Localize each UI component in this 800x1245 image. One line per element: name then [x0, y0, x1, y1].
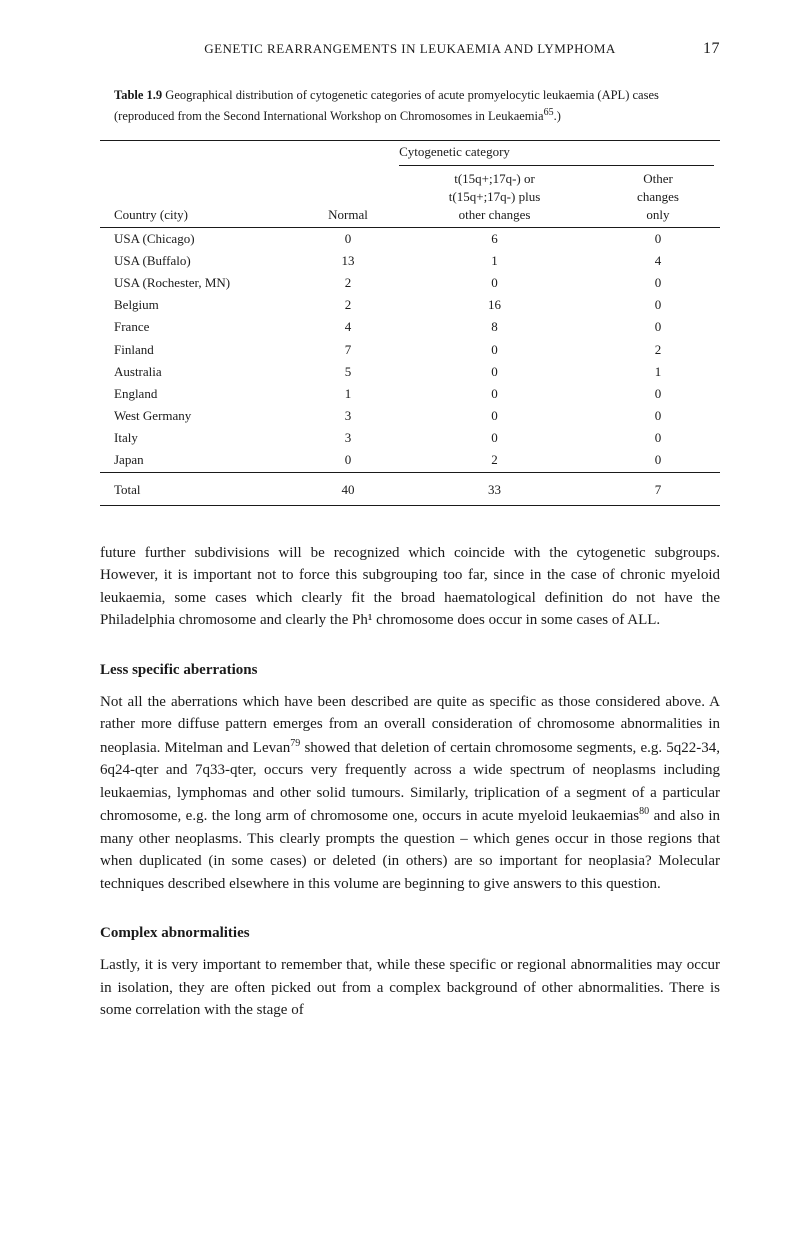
table-row: Italy300 — [100, 427, 720, 449]
table-row: Finland702 — [100, 339, 720, 361]
page-header: GENETIC REARRANGEMENTS IN LEUKAEMIA AND … — [100, 40, 720, 58]
paragraph-1: future further subdivisions will be reco… — [100, 542, 720, 632]
table-row: England100 — [100, 383, 720, 405]
paragraph-2: Not all the aberrations which have been … — [100, 691, 720, 896]
table-row: Belgium2160 — [100, 294, 720, 316]
table-caption: Table 1.9 Geographical distribution of c… — [100, 86, 720, 126]
table-row: Australia501 — [100, 361, 720, 383]
table-row: USA (Buffalo)1314 — [100, 250, 720, 272]
table-row: France480 — [100, 316, 720, 338]
heading-complex: Complex abnormalities — [100, 923, 720, 944]
spanning-header: Cytogenetic category — [393, 140, 720, 168]
header-normal: Normal — [303, 168, 393, 227]
running-title: GENETIC REARRANGEMENTS IN LEUKAEMIA AND … — [204, 41, 616, 56]
header-country: Country (city) — [100, 168, 303, 227]
ref-80: 80 — [639, 806, 649, 817]
table-row: West Germany300 — [100, 405, 720, 427]
paragraph-3: Lastly, it is very important to remember… — [100, 954, 720, 1022]
table-total-row: Total 40 33 7 — [100, 472, 720, 505]
ref-79: 79 — [290, 738, 300, 749]
header-other: Other changes only — [596, 168, 720, 227]
caption-ref: 65 — [544, 107, 554, 118]
table-row: USA (Chicago)060 — [100, 227, 720, 250]
table-row: Japan020 — [100, 449, 720, 472]
data-table: Cytogenetic category Country (city) Norm… — [100, 140, 720, 506]
table-row: USA (Rochester, MN)200 — [100, 272, 720, 294]
page-number: 17 — [703, 38, 720, 60]
header-cyto: t(15q+;17q-) or t(15q+;17q-) plus other … — [393, 168, 596, 227]
table-label: Table 1.9 — [114, 88, 162, 102]
heading-less-specific: Less specific aberrations — [100, 660, 720, 681]
